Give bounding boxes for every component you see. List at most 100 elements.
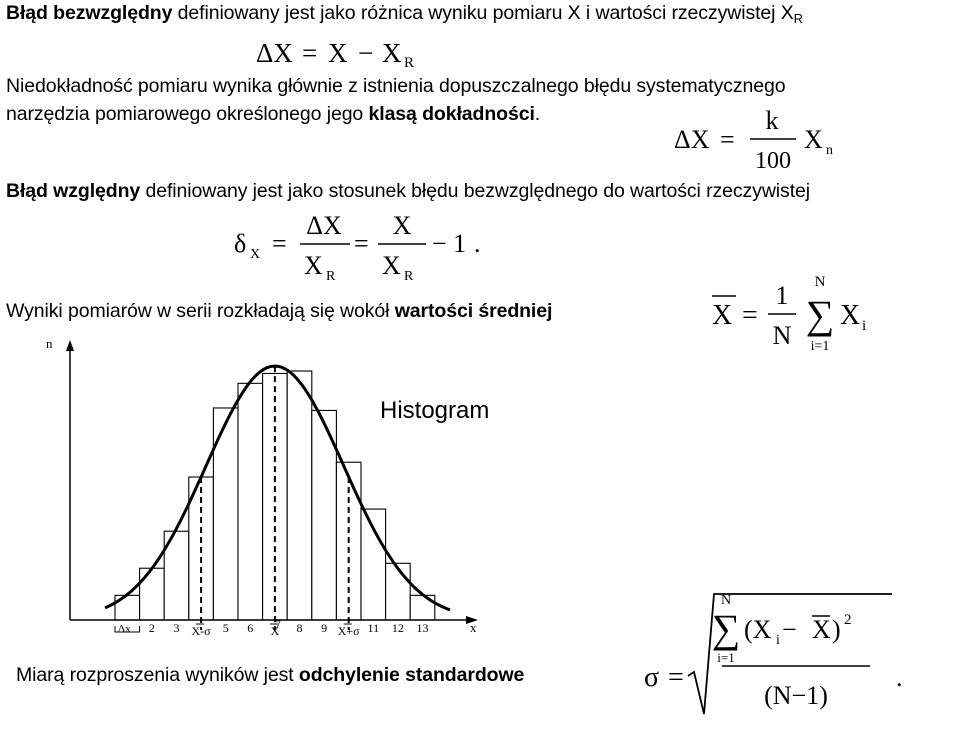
abs-error-definition: Błąd bezwzględny definiowany jest jako r… xyxy=(6,2,803,30)
formula-rel-num2: X xyxy=(393,211,412,240)
x-tick-label: 2 xyxy=(149,621,155,635)
formula-abs-eq: = xyxy=(302,38,317,68)
formula-class-numerator: k xyxy=(766,106,779,135)
gauss-curve xyxy=(104,364,451,612)
plus-sigma-label: X+σ xyxy=(338,624,360,638)
x-tick-label: 7 xyxy=(275,617,281,631)
formula-sigma-lower: i=1 xyxy=(717,650,734,665)
mean-label: X xyxy=(271,624,280,638)
formula-sigma-term-close: ) xyxy=(832,615,841,644)
formula-mean-one: 1 xyxy=(776,281,789,310)
formula-sigma-term-sub: i xyxy=(776,633,780,648)
formula-abs-xr: X xyxy=(382,38,402,68)
dispersion-text: Miarą rozproszenia wyników jest xyxy=(16,664,299,686)
formula-sigma-term-minus: − xyxy=(782,615,797,644)
formula-mean: X = 1 N N ∑ i=1 X i xyxy=(712,274,866,354)
formula-rel-delta-sub: X xyxy=(250,247,260,262)
formula-accuracy-class: ΔX = k 100 X n xyxy=(674,106,833,174)
formula-sigma-power: 2 xyxy=(844,612,852,628)
formula-rel-num1: ΔX xyxy=(306,211,342,240)
inaccuracy-line-2-end: . xyxy=(534,103,541,125)
formula-rel-error: δ X = ΔX X R = X X R − 1 . xyxy=(234,211,481,284)
formula-rel-dot: . xyxy=(474,229,481,258)
formula-mean-eq: = xyxy=(742,300,758,331)
accuracy-class-term: klasą dokładności xyxy=(368,103,535,125)
formula-sigma-symbol: σ xyxy=(644,662,659,693)
formula-sigma-term-open: (X xyxy=(744,615,772,644)
formula-class-xn: X xyxy=(804,125,823,154)
x-axis-label: x xyxy=(470,620,477,635)
histogram-bar xyxy=(237,382,264,621)
formula-mean-n: N xyxy=(773,321,792,350)
formula-mean-sum: ∑ xyxy=(806,292,835,337)
dispersion-sentence: Miarą rozproszenia wyników jest odchylen… xyxy=(16,664,524,686)
histogram-bar xyxy=(286,370,313,621)
rel-error-text: definiowany jest jako stosunek błędu bez… xyxy=(140,180,810,202)
x-tick-label: 9 xyxy=(321,621,327,635)
formula-abs-error: ΔX = X − X R xyxy=(256,38,414,70)
histogram-bar xyxy=(385,562,411,621)
formula-mean-xbar: X xyxy=(712,300,732,331)
histogram-annotations: Δx X-σ X X+σ 7 xyxy=(114,617,360,638)
x-tick-label: 8 xyxy=(297,621,303,635)
x-axis-arrow xyxy=(466,616,478,624)
rel-error-definition: Błąd względny definiowany jest jako stos… xyxy=(6,180,810,202)
formula-sigma-eq: = xyxy=(668,662,684,693)
formula-rel-eq2: = xyxy=(354,229,369,258)
y-axis-label: n xyxy=(46,336,53,351)
std-deviation-term: odchylenie standardowe xyxy=(298,664,525,686)
formula-mean-lower: i=1 xyxy=(811,339,830,354)
formula-rel-den1: X xyxy=(304,251,323,280)
formula-abs-minus: − xyxy=(358,38,373,68)
x-tick-label: 13 xyxy=(417,621,429,635)
histogram-dashed-lines xyxy=(200,366,350,630)
x-tick-label: 3 xyxy=(174,621,180,635)
series-text: Wyniki pomiarów w serii rozkładają się w… xyxy=(6,300,395,322)
formula-sigma-dot: . xyxy=(896,663,903,692)
formula-rel-eq: = xyxy=(272,229,287,258)
abs-error-text: definiowany jest jako różnica wyniku pom… xyxy=(172,2,794,24)
formula-sigma-sum: ∑ xyxy=(712,606,741,651)
delta-x-bracket xyxy=(114,626,141,633)
histogram-chart: n x 2 3 5 6 8 9 11 12 13 Δx X-σ X X+σ 7 xyxy=(46,336,478,638)
rel-error-term: Błąd względny xyxy=(6,180,141,202)
formula-rel-minus-one: − 1 xyxy=(432,229,466,258)
x-tick-label: 5 xyxy=(223,621,229,635)
formula-sigma-denominator: (N−1) xyxy=(764,681,828,710)
histogram-bar xyxy=(311,409,337,621)
minus-sigma-label: X-σ xyxy=(192,624,212,638)
formula-sigma-upper: N xyxy=(721,593,731,608)
abs-error-subscript: R xyxy=(793,11,803,26)
formula-rel-den1-sub: R xyxy=(326,269,336,284)
inaccuracy-line-1: Niedokładność pomiaru wynika głównie z i… xyxy=(6,75,786,97)
formula-std-deviation: σ = N ∑ i=1 (X i − X ) 2 (N−1) . xyxy=(644,593,903,715)
histogram-title: Histogram xyxy=(380,397,490,424)
formula-class-eq: = xyxy=(720,125,735,154)
inaccuracy-line-2-start: narzędzia pomiarowego określonego jego xyxy=(6,103,369,125)
formula-class-xn-sub: n xyxy=(826,143,833,158)
formula-rel-den2-sub: R xyxy=(404,269,414,284)
delta-x-label: Δx xyxy=(118,623,131,635)
formula-abs-delta-x: ΔX xyxy=(256,38,293,68)
formula-mean-upper: N xyxy=(815,274,826,290)
series-sentence: Wyniki pomiarów w serii rozkładają się w… xyxy=(6,300,552,322)
formula-mean-xi-sub: i xyxy=(862,318,866,334)
x-tick-labels: 2 3 5 6 8 9 11 12 13 xyxy=(149,621,429,635)
y-axis-arrow xyxy=(66,340,74,351)
mean-value-term: wartości średniej xyxy=(394,300,553,322)
x-tick-label: 12 xyxy=(392,621,404,635)
formula-mean-xi: X xyxy=(840,300,860,331)
histogram-bar xyxy=(139,567,165,621)
formula-abs-xr-sub: R xyxy=(404,55,414,70)
formula-class-delta-x: ΔX xyxy=(674,125,710,154)
x-tick-label: 11 xyxy=(368,621,380,635)
formula-sigma-radical xyxy=(687,593,892,715)
histogram-bar xyxy=(212,407,239,621)
formula-class-denominator: 100 xyxy=(755,148,791,174)
formula-rel-delta: δ xyxy=(234,229,246,258)
formula-rel-den2: X xyxy=(382,251,401,280)
abs-error-term: Błąd bezwzględny xyxy=(6,2,173,24)
formula-abs-x: X xyxy=(328,38,348,68)
x-tick-label: 6 xyxy=(247,621,253,635)
inaccuracy-line-2: narzędzia pomiarowego określonego jego k… xyxy=(6,103,540,125)
